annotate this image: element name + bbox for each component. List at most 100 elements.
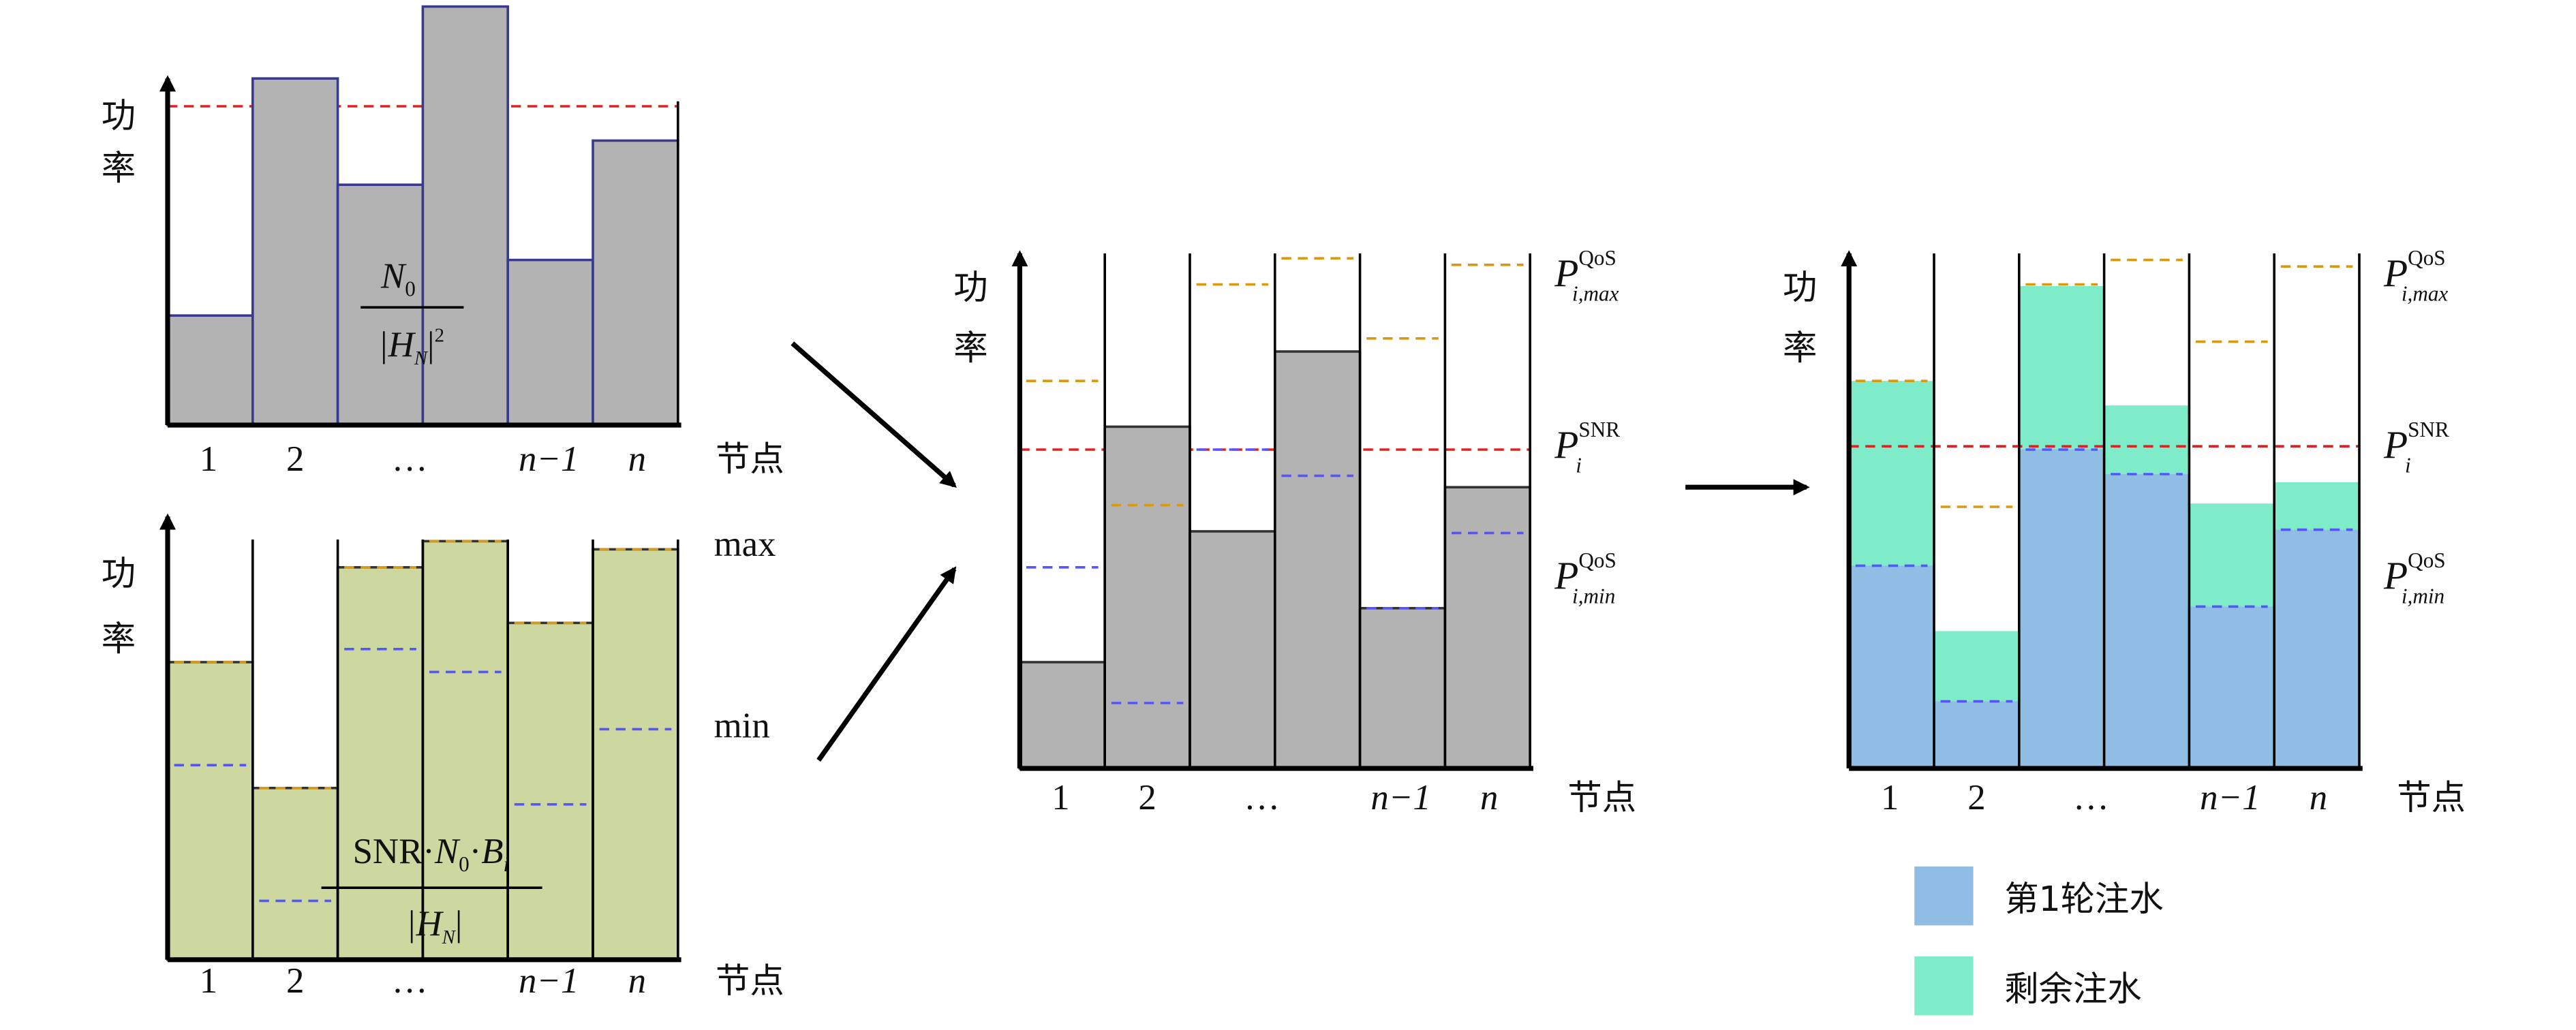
level-label: PQoS i,min xyxy=(1554,548,1616,608)
text-part: P xyxy=(1554,424,1578,467)
bar xyxy=(251,787,339,961)
bar xyxy=(1443,486,1531,770)
bar xyxy=(2104,474,2190,768)
text-part: QoS xyxy=(2408,246,2445,270)
bar xyxy=(1934,701,2019,768)
text-part: i xyxy=(504,852,510,876)
x-label: n xyxy=(1480,778,1498,817)
x-title: 节点 xyxy=(2397,777,2466,817)
text-part: SNR xyxy=(1578,418,1620,441)
x-title: 节点 xyxy=(716,439,784,479)
y-label: 功 xyxy=(953,267,987,307)
text-part: i,min xyxy=(2402,584,2444,608)
text-part: P xyxy=(2383,252,2408,295)
text-part: i xyxy=(1576,454,1582,478)
text-part: |H xyxy=(406,904,444,943)
x-label: n−1 xyxy=(519,961,579,1001)
text-part: i,max xyxy=(2402,282,2449,306)
text-part: i,max xyxy=(1572,282,1619,306)
y-label: 率 xyxy=(102,148,136,188)
text-part: B xyxy=(481,832,503,871)
text-part: |H xyxy=(378,325,416,364)
level-label: PSNR i xyxy=(1554,418,1620,478)
arrow xyxy=(816,566,957,762)
x-label: 1 xyxy=(200,961,217,1001)
bar xyxy=(336,566,425,961)
x-label: 2 xyxy=(1138,778,1156,817)
text-part: | xyxy=(455,904,463,943)
bar xyxy=(2019,450,2104,768)
text-part: · xyxy=(470,832,482,871)
legend-swatch xyxy=(1914,956,1974,1016)
formula-denominator: |HN| xyxy=(406,904,462,948)
bar xyxy=(1018,661,1106,770)
x-label: 2 xyxy=(1967,778,1985,817)
bar xyxy=(592,548,679,961)
min-label: min xyxy=(714,706,770,745)
x-label: 2 xyxy=(286,961,304,1001)
bar xyxy=(1103,425,1191,770)
x-label: … xyxy=(392,961,428,1001)
bar xyxy=(166,314,254,426)
formula-numerator: N0 xyxy=(380,256,416,300)
x-title: 节点 xyxy=(716,961,784,1001)
text-part: 0 xyxy=(405,277,416,300)
x-label: 2 xyxy=(286,439,304,479)
x-label: n−1 xyxy=(1370,778,1430,817)
bar xyxy=(592,139,679,426)
x-label: … xyxy=(1244,778,1280,817)
level-label: PQoS i,max xyxy=(2383,246,2448,306)
text-part: SNR· xyxy=(353,832,435,871)
bar xyxy=(251,77,339,426)
text-part: P xyxy=(1554,252,1578,295)
x-label: n xyxy=(2310,778,2327,817)
y-label: 率 xyxy=(102,619,136,659)
y-label: 率 xyxy=(953,328,987,368)
text-part: P xyxy=(2383,424,2408,467)
text-part: P xyxy=(1554,555,1578,597)
x-label: n−1 xyxy=(2200,778,2260,817)
level-label: PQoS i,min xyxy=(2383,548,2446,608)
x-label: … xyxy=(392,439,428,479)
legend-swatch xyxy=(1914,867,1974,926)
text-part: | xyxy=(427,325,435,364)
bar xyxy=(506,621,594,961)
x-label: 1 xyxy=(1052,778,1069,817)
text-part: SNR xyxy=(2408,418,2449,441)
bar xyxy=(506,258,594,426)
text-part: QoS xyxy=(2408,548,2445,572)
level-label: PQoS i,max xyxy=(1554,246,1619,306)
text-part: QoS xyxy=(1578,548,1616,572)
bar xyxy=(166,661,254,961)
formula-denominator: |HN|2 xyxy=(378,325,444,370)
bar xyxy=(1274,350,1362,770)
text-part: P xyxy=(2383,555,2408,597)
y-label: 功 xyxy=(102,553,136,593)
y-label: 功 xyxy=(102,95,136,136)
x-label: … xyxy=(2073,778,2109,817)
text-part: i xyxy=(2405,454,2411,478)
text-part: 2 xyxy=(435,325,444,347)
text-part: N xyxy=(380,256,407,296)
bar xyxy=(2189,606,2275,768)
x-label: 1 xyxy=(1881,778,1899,817)
bar xyxy=(421,540,509,961)
text-part: N xyxy=(442,926,457,948)
x-label: n−1 xyxy=(519,439,579,479)
bar xyxy=(1358,607,1447,770)
formula-numerator: SNR·N0·Bi xyxy=(353,832,510,876)
text-part: QoS xyxy=(1578,246,1616,270)
text-part: 0 xyxy=(459,852,470,876)
x-label: n xyxy=(628,961,646,1001)
x-label: 1 xyxy=(200,439,217,479)
text-part: i,min xyxy=(1572,584,1615,608)
legend-label: 第1轮注水 xyxy=(2004,879,2164,919)
text-part: N xyxy=(434,832,461,871)
bar xyxy=(2274,529,2359,768)
x-title: 节点 xyxy=(1567,777,1636,817)
y-label: 率 xyxy=(1783,328,1817,368)
text-part: N xyxy=(414,347,429,369)
arrow xyxy=(791,341,957,488)
bar xyxy=(1849,565,1934,768)
